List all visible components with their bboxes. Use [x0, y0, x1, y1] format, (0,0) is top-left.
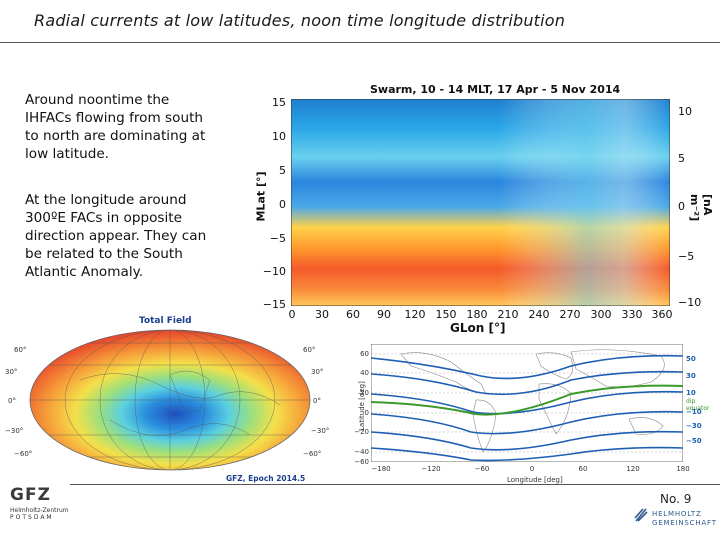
heatmap-ytick: −15 [262, 298, 286, 311]
slide-title: Radial currents at low latitudes, noon t… [34, 11, 566, 30]
heatmap-xlabel: GLon [°] [450, 321, 506, 335]
dipmap-contour-label: −10 [686, 408, 702, 416]
colorbar-tick: 10 [678, 105, 692, 118]
gfz-logo-text: GFZ [10, 485, 51, 505]
dipmap-xtick: 60 [578, 465, 588, 473]
heatmap-xtick: 270 [559, 308, 581, 321]
gfz-logo-subtitle: Helmholtz-Zentrum [10, 507, 69, 514]
fac-heatmap [291, 99, 670, 306]
gfz-logo: GFZ Helmholtz-Zentrum POTSDAM [10, 485, 70, 521]
dipmap-ylabel: Latitude [deg] [357, 381, 366, 431]
colorbar-tick: 0 [678, 200, 685, 213]
heatmap-xtick: 150 [435, 308, 457, 321]
dipmap-xtick: −180 [371, 465, 391, 473]
heatmap-xtick: 30 [315, 308, 329, 321]
total-field-caption: GFZ, Epoch 2014.5 [226, 474, 306, 483]
colorbar-tick: 5 [678, 152, 685, 165]
heatmap-ytick: 10 [272, 130, 286, 143]
helmholtz-logo-icon [634, 508, 648, 522]
heatmap-xtick: 0 [288, 308, 296, 321]
heatmap-xtick: 90 [377, 308, 391, 321]
dipmap-ytick: −20 [354, 428, 369, 436]
heatmap-xtick: 360 [651, 308, 673, 321]
total-field-map [29, 329, 311, 471]
dipmap-xtick: 180 [676, 465, 690, 473]
dipmap-ytick: 60 [360, 350, 369, 358]
globe-lat-tick: −60° [303, 450, 322, 458]
colorbar-tick: −5 [678, 250, 695, 263]
globe-lat-tick: −60° [14, 450, 33, 458]
title-divider [0, 42, 720, 43]
heatmap-ylabel: MLat [°] [254, 171, 268, 222]
colorbar-tick: −10 [678, 296, 702, 309]
helmholtz-logo-line2: GEMEINSCHAFT [652, 519, 717, 527]
globe-lat-tick: 0° [8, 397, 16, 405]
dipmap-ytick: −60 [354, 458, 369, 466]
dipmap-xtick: 0 [529, 465, 535, 473]
dipmap-xtick: −120 [421, 465, 441, 473]
helmholtz-logo: HELMHOLTZ GEMEINSCHAFT [652, 510, 717, 528]
text-paragraph-1: Around noontime the IHFACs flowing from … [25, 92, 206, 162]
heatmap-ytick: −5 [269, 232, 286, 245]
heatmap-xtick: 120 [404, 308, 426, 321]
heatmap-ytick: 0 [279, 198, 286, 211]
globe-lat-tick: 60° [303, 346, 316, 354]
heatmap-ytick: 15 [272, 96, 286, 109]
dipmap-contour-label: 10 [686, 389, 696, 397]
heatmap-ytick: 5 [279, 164, 286, 177]
page-number: No. 9 [660, 492, 692, 506]
heatmap-title: Swarm, 10 - 14 MLT, 17 Apr - 5 Nov 2014 [370, 83, 621, 96]
heatmap-xtick: 330 [621, 308, 643, 321]
dipmap-ytick: 40 [360, 369, 369, 377]
dipmap-dip-equator-label: dip equator [686, 398, 710, 412]
dipmap-xtick: 120 [626, 465, 640, 473]
heatmap-xtick: 60 [346, 308, 360, 321]
heatmap-xtick: 180 [466, 308, 488, 321]
helmholtz-logo-line1: HELMHOLTZ [652, 510, 702, 518]
heatmap-ytick: −10 [262, 265, 286, 278]
globe-lat-tick: 0° [313, 397, 321, 405]
globe-lat-tick: −30° [5, 427, 24, 435]
footer-divider [70, 484, 720, 485]
heatmap-xtick: 210 [497, 308, 519, 321]
dipmap-contour-label: −30 [686, 422, 702, 430]
dipmap-xtick: −60 [474, 465, 490, 473]
heatmap-xtick: 300 [590, 308, 612, 321]
globe-lat-tick: 30° [5, 368, 18, 376]
dipmap-ytick: 20 [360, 389, 369, 397]
gfz-logo-location: POTSDAM [10, 514, 54, 521]
text-paragraph-2: At the longitude around 300ºE FACs in op… [25, 192, 207, 280]
dipmap-xlabel: Longitude [deg] [507, 476, 563, 484]
globe-lat-tick: 30° [311, 368, 324, 376]
dipmap-contour-label: −50 [686, 437, 702, 445]
dipmap-contour-label: 50 [686, 355, 696, 363]
total-field-title: Total Field [139, 316, 192, 326]
globe-lat-tick: 60° [14, 346, 27, 354]
dipmap-contour-label: 30 [686, 372, 696, 380]
dipmap-ytick: 0 [364, 409, 369, 417]
colorbar-label: [nA m⁻²] [688, 194, 714, 222]
dipmap-ytick: −40 [354, 448, 369, 456]
heatmap-xtick: 240 [528, 308, 550, 321]
dip-equator-map [371, 344, 683, 462]
globe-lat-tick: −30° [311, 427, 330, 435]
